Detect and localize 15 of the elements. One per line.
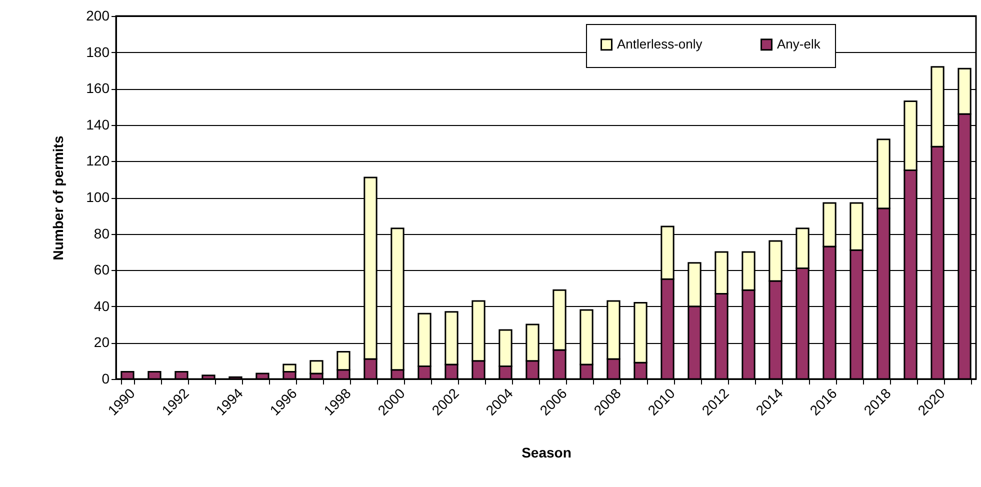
y-tick-label: 120 <box>86 152 110 169</box>
y-tick-label: 180 <box>86 44 110 60</box>
y-axis-title: Number of permits <box>50 136 66 260</box>
y-tick-label: 160 <box>86 80 110 96</box>
y-tick-label: 100 <box>86 189 110 205</box>
legend-label: Antlerless-only <box>617 36 703 52</box>
y-tick-label: 80 <box>94 225 110 242</box>
legend-label: Any-elk <box>777 36 821 52</box>
y-tick-label: 140 <box>86 116 110 132</box>
y-tick-label: 0 <box>102 370 110 386</box>
y-tick-label: 40 <box>94 298 110 314</box>
x-axis-title: Season <box>522 444 572 460</box>
y-tick-label: 200 <box>86 8 110 24</box>
y-tick-label: 20 <box>94 334 110 350</box>
y-tick-label: 60 <box>94 262 110 278</box>
